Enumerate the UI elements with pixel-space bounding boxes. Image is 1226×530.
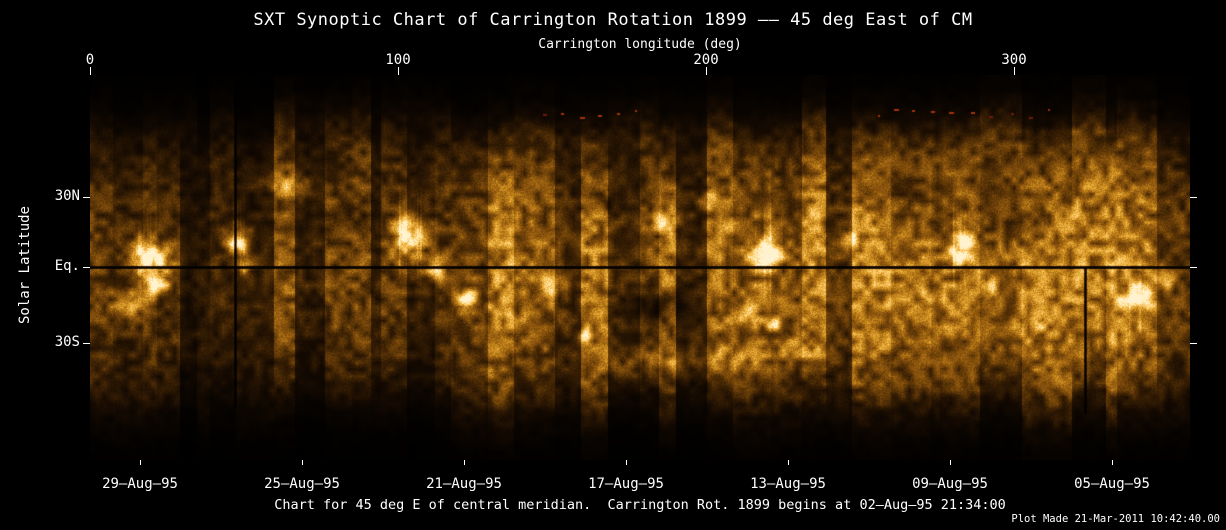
date-axis-tick bbox=[625, 460, 627, 465]
y-tick-label: Eq. bbox=[54, 258, 80, 274]
date-tick-label: 21—Aug—95 bbox=[426, 476, 502, 492]
x-tick-label: 300 bbox=[1001, 52, 1027, 68]
y-tick-label: 30N bbox=[54, 188, 80, 204]
date-tick-label: 09—Aug—95 bbox=[912, 476, 988, 492]
date-tick-label: 13—Aug—95 bbox=[750, 476, 826, 492]
x-tick-label: 0 bbox=[85, 52, 95, 68]
date-axis-tick bbox=[139, 460, 141, 465]
date-tick-label: 29—Aug—95 bbox=[102, 476, 178, 492]
x-axis-tick bbox=[1013, 67, 1015, 75]
date-axis-tick bbox=[463, 460, 465, 465]
date-tick-label: 17—Aug—95 bbox=[588, 476, 664, 492]
x-axis-tick bbox=[397, 67, 399, 75]
y-axis-tick-right bbox=[1190, 196, 1197, 198]
chart-caption: Chart for 45 deg E of central meridian. … bbox=[274, 497, 1006, 513]
date-axis-tick bbox=[1111, 460, 1113, 465]
x-axis-tick bbox=[89, 67, 91, 75]
y-axis-tick-right bbox=[1190, 266, 1197, 268]
plot-made-credit: Plot Made 21-Mar-2011 10:42:40.00 bbox=[1011, 513, 1220, 525]
y-tick-label: 30S bbox=[54, 334, 80, 350]
x-axis-tick bbox=[705, 67, 707, 75]
y-axis-tick bbox=[83, 196, 90, 198]
date-axis-tick bbox=[787, 460, 789, 465]
x-axis-label: Carrington longitude (deg) bbox=[538, 37, 742, 52]
date-tick-label: 25—Aug—95 bbox=[264, 476, 340, 492]
x-tick-label: 100 bbox=[385, 52, 411, 68]
synoptic-map-image bbox=[90, 75, 1190, 460]
y-axis-tick-right bbox=[1190, 342, 1197, 344]
y-axis-tick bbox=[83, 342, 90, 344]
chart-title: SXT Synoptic Chart of Carrington Rotatio… bbox=[253, 10, 973, 30]
date-axis-tick bbox=[949, 460, 951, 465]
y-axis-tick bbox=[83, 266, 90, 268]
x-tick-label: 200 bbox=[693, 52, 719, 68]
date-axis-tick bbox=[301, 460, 303, 465]
date-tick-label: 05—Aug—95 bbox=[1074, 476, 1150, 492]
